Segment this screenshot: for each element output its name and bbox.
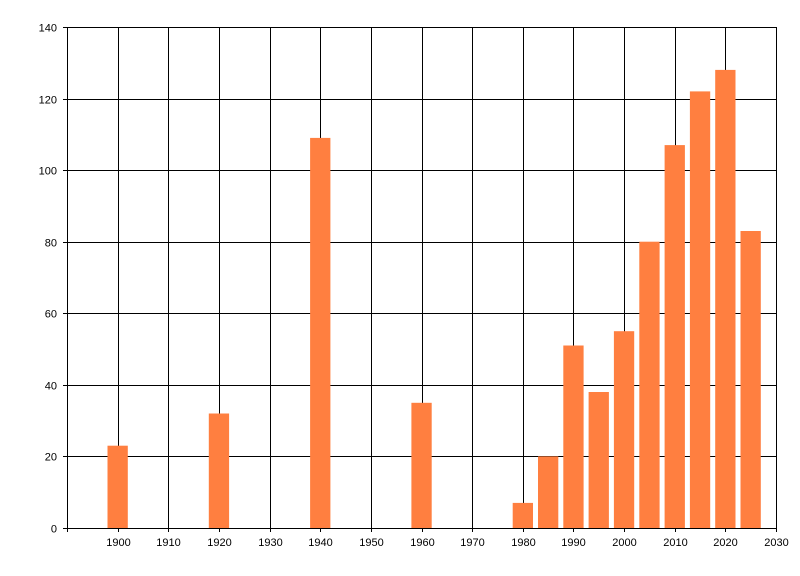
bar-2000 <box>613 331 635 528</box>
y-tick-label: 120 <box>39 95 57 107</box>
y-tick-label: 100 <box>39 166 57 178</box>
y-tick-label: 40 <box>45 381 57 393</box>
x-tick-label: 1940 <box>308 537 332 549</box>
x-tick-label: 1930 <box>258 537 282 549</box>
y-tick-label: 60 <box>45 309 57 321</box>
x-tick-label: 1980 <box>511 537 535 549</box>
x-tick-label: 1920 <box>207 537 231 549</box>
bar-2005 <box>639 241 660 528</box>
bar-2010 <box>664 145 685 528</box>
x-tick-label: 1950 <box>359 537 383 549</box>
x-tick-label: 2030 <box>764 537 788 549</box>
y-tick-label: 20 <box>45 452 57 464</box>
bar-1900 <box>107 445 128 528</box>
bar-2025 <box>740 231 761 528</box>
bar-1940 <box>310 137 331 528</box>
axes <box>63 27 776 532</box>
y-tick-label: 140 <box>39 23 57 35</box>
y-tick-label: 0 <box>51 524 57 536</box>
x-tick-label: 1960 <box>410 537 434 549</box>
y-tick-label: 80 <box>45 238 57 250</box>
x-tick-label: 1990 <box>561 537 585 549</box>
tick-labels: 0 20 40 60 80 100 120 140 1900 1910 1920 1930 1940 19… <box>39 23 789 550</box>
x-tick-label: 2020 <box>713 537 737 549</box>
x-tick-label: 1900 <box>106 537 130 549</box>
x-tick-label: 1970 <box>460 537 484 549</box>
x-tick-label: 1910 <box>156 537 180 549</box>
x-tick-label: 2000 <box>612 537 636 549</box>
bar-2020 <box>715 69 736 529</box>
bars <box>107 69 761 529</box>
bar-1995 <box>588 392 609 528</box>
bar-1980 <box>512 502 533 528</box>
bar-1985 <box>538 456 559 528</box>
bar-2015 <box>689 91 711 529</box>
bar-1990 <box>563 345 584 528</box>
x-tick-label: 2010 <box>663 537 687 549</box>
bar-1920 <box>208 413 230 528</box>
bar-1960 <box>411 402 432 529</box>
